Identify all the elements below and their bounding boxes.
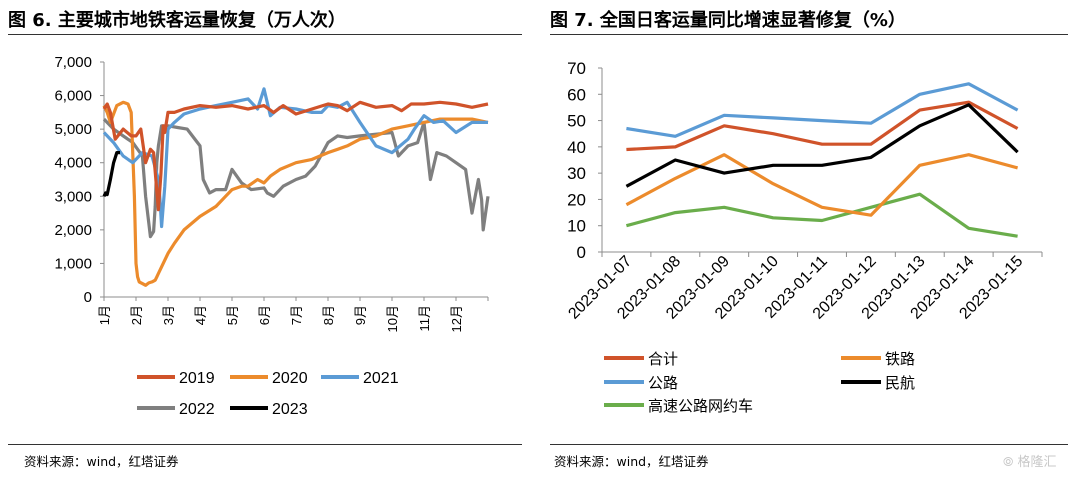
left-series-line-2021 <box>102 87 488 229</box>
left-legend-label-2020: 2020 <box>272 370 308 387</box>
left-y-tick-label: 3,000 <box>54 188 92 205</box>
right-y-tick-label: 60 <box>567 85 586 104</box>
left-x-tick-label: 6月 <box>257 305 272 325</box>
left-x-tick-label: 1月 <box>97 305 112 325</box>
left-series-line-2023 <box>102 151 120 197</box>
left-x-tick-label: 11月 <box>417 305 432 332</box>
left-x-tick-label: 8月 <box>321 305 336 325</box>
watermark-logo: ⦾ 格隆汇 <box>1003 451 1057 470</box>
left-title-rule <box>8 34 522 35</box>
left-series-line-2019 <box>102 100 489 212</box>
left-x-tick-label: 3月 <box>161 305 176 325</box>
left-y-tick-label: 0 <box>84 289 92 306</box>
left-x-tick-label: 5月 <box>225 305 240 325</box>
right-y-tick-label: 70 <box>567 59 586 78</box>
right-legend-label-高速公路网约车: 高速公路网约车 <box>648 398 753 415</box>
left-x-tick-label: 4月 <box>193 305 208 325</box>
left-legend-label-2019: 2019 <box>179 370 215 387</box>
watermark-text: 格隆汇 <box>1017 455 1057 470</box>
left-x-tick-label: 10月 <box>385 305 400 332</box>
right-series-line-铁路 <box>625 153 1019 217</box>
right-chart: 0102030405060702023-01-072023-01-082023-… <box>565 59 1043 415</box>
right-y-tick-label: 50 <box>567 112 586 131</box>
left-legend-label-2023: 2023 <box>272 401 308 418</box>
right-y-tick-label: 20 <box>567 190 586 209</box>
right-y-tick-label: 0 <box>577 243 586 262</box>
left-x-tick-label: 9月 <box>353 305 368 325</box>
right-y-tick-label: 40 <box>567 138 586 157</box>
right-series-line-高速公路网约车 <box>625 192 1018 238</box>
right-legend-label-民航: 民航 <box>885 375 915 392</box>
left-y-tick-label: 5,000 <box>54 121 92 138</box>
left-y-tick-label: 7,000 <box>54 54 92 71</box>
right-series-line-公路 <box>626 82 1019 138</box>
left-x-tick-label: 2月 <box>129 305 144 325</box>
left-legend-label-2021: 2021 <box>363 370 399 387</box>
right-legend-label-铁路: 铁路 <box>885 351 915 368</box>
right-title-rule <box>550 34 1068 35</box>
left-source-note: 资料来源：wind，红塔证券 <box>24 454 179 469</box>
right-chart-title: 图 7. 全国日客运量同比增速显著修复（%） <box>550 10 906 31</box>
left-y-tick-label: 4,000 <box>54 155 92 172</box>
left-chart: 0 1,000 2,000 3,000 4,000 5,000 6,000 7,000 1月 2月… <box>54 54 490 418</box>
right-legend-label-公路: 公路 <box>648 375 678 392</box>
right-series-line-合计 <box>626 100 1019 152</box>
left-x-tick-label: 12月 <box>449 305 464 332</box>
left-series-line-2020 <box>102 100 489 287</box>
right-source-rule <box>550 444 1068 445</box>
left-y-tick-label: 2,000 <box>54 222 92 239</box>
left-x-tick-label: 7月 <box>289 305 304 325</box>
watermark-icon: ⦾ <box>1003 455 1014 470</box>
left-chart-title: 图 6. 主要城市地铁客运量恢复（万人次） <box>8 10 346 31</box>
right-legend-label-合计: 合计 <box>648 351 678 368</box>
right-series-line-民航 <box>625 103 1019 188</box>
left-y-tick-label: 1,000 <box>54 255 92 272</box>
left-series-line-2022 <box>102 117 490 239</box>
right-y-tick-label: 10 <box>567 217 586 236</box>
right-y-tick-label: 30 <box>567 164 586 183</box>
right-source-note: 资料来源：wind，红塔证券 <box>554 454 709 469</box>
left-y-tick-label: 6,000 <box>54 88 92 105</box>
left-source-rule <box>8 444 522 445</box>
left-legend-label-2022: 2022 <box>179 401 215 418</box>
